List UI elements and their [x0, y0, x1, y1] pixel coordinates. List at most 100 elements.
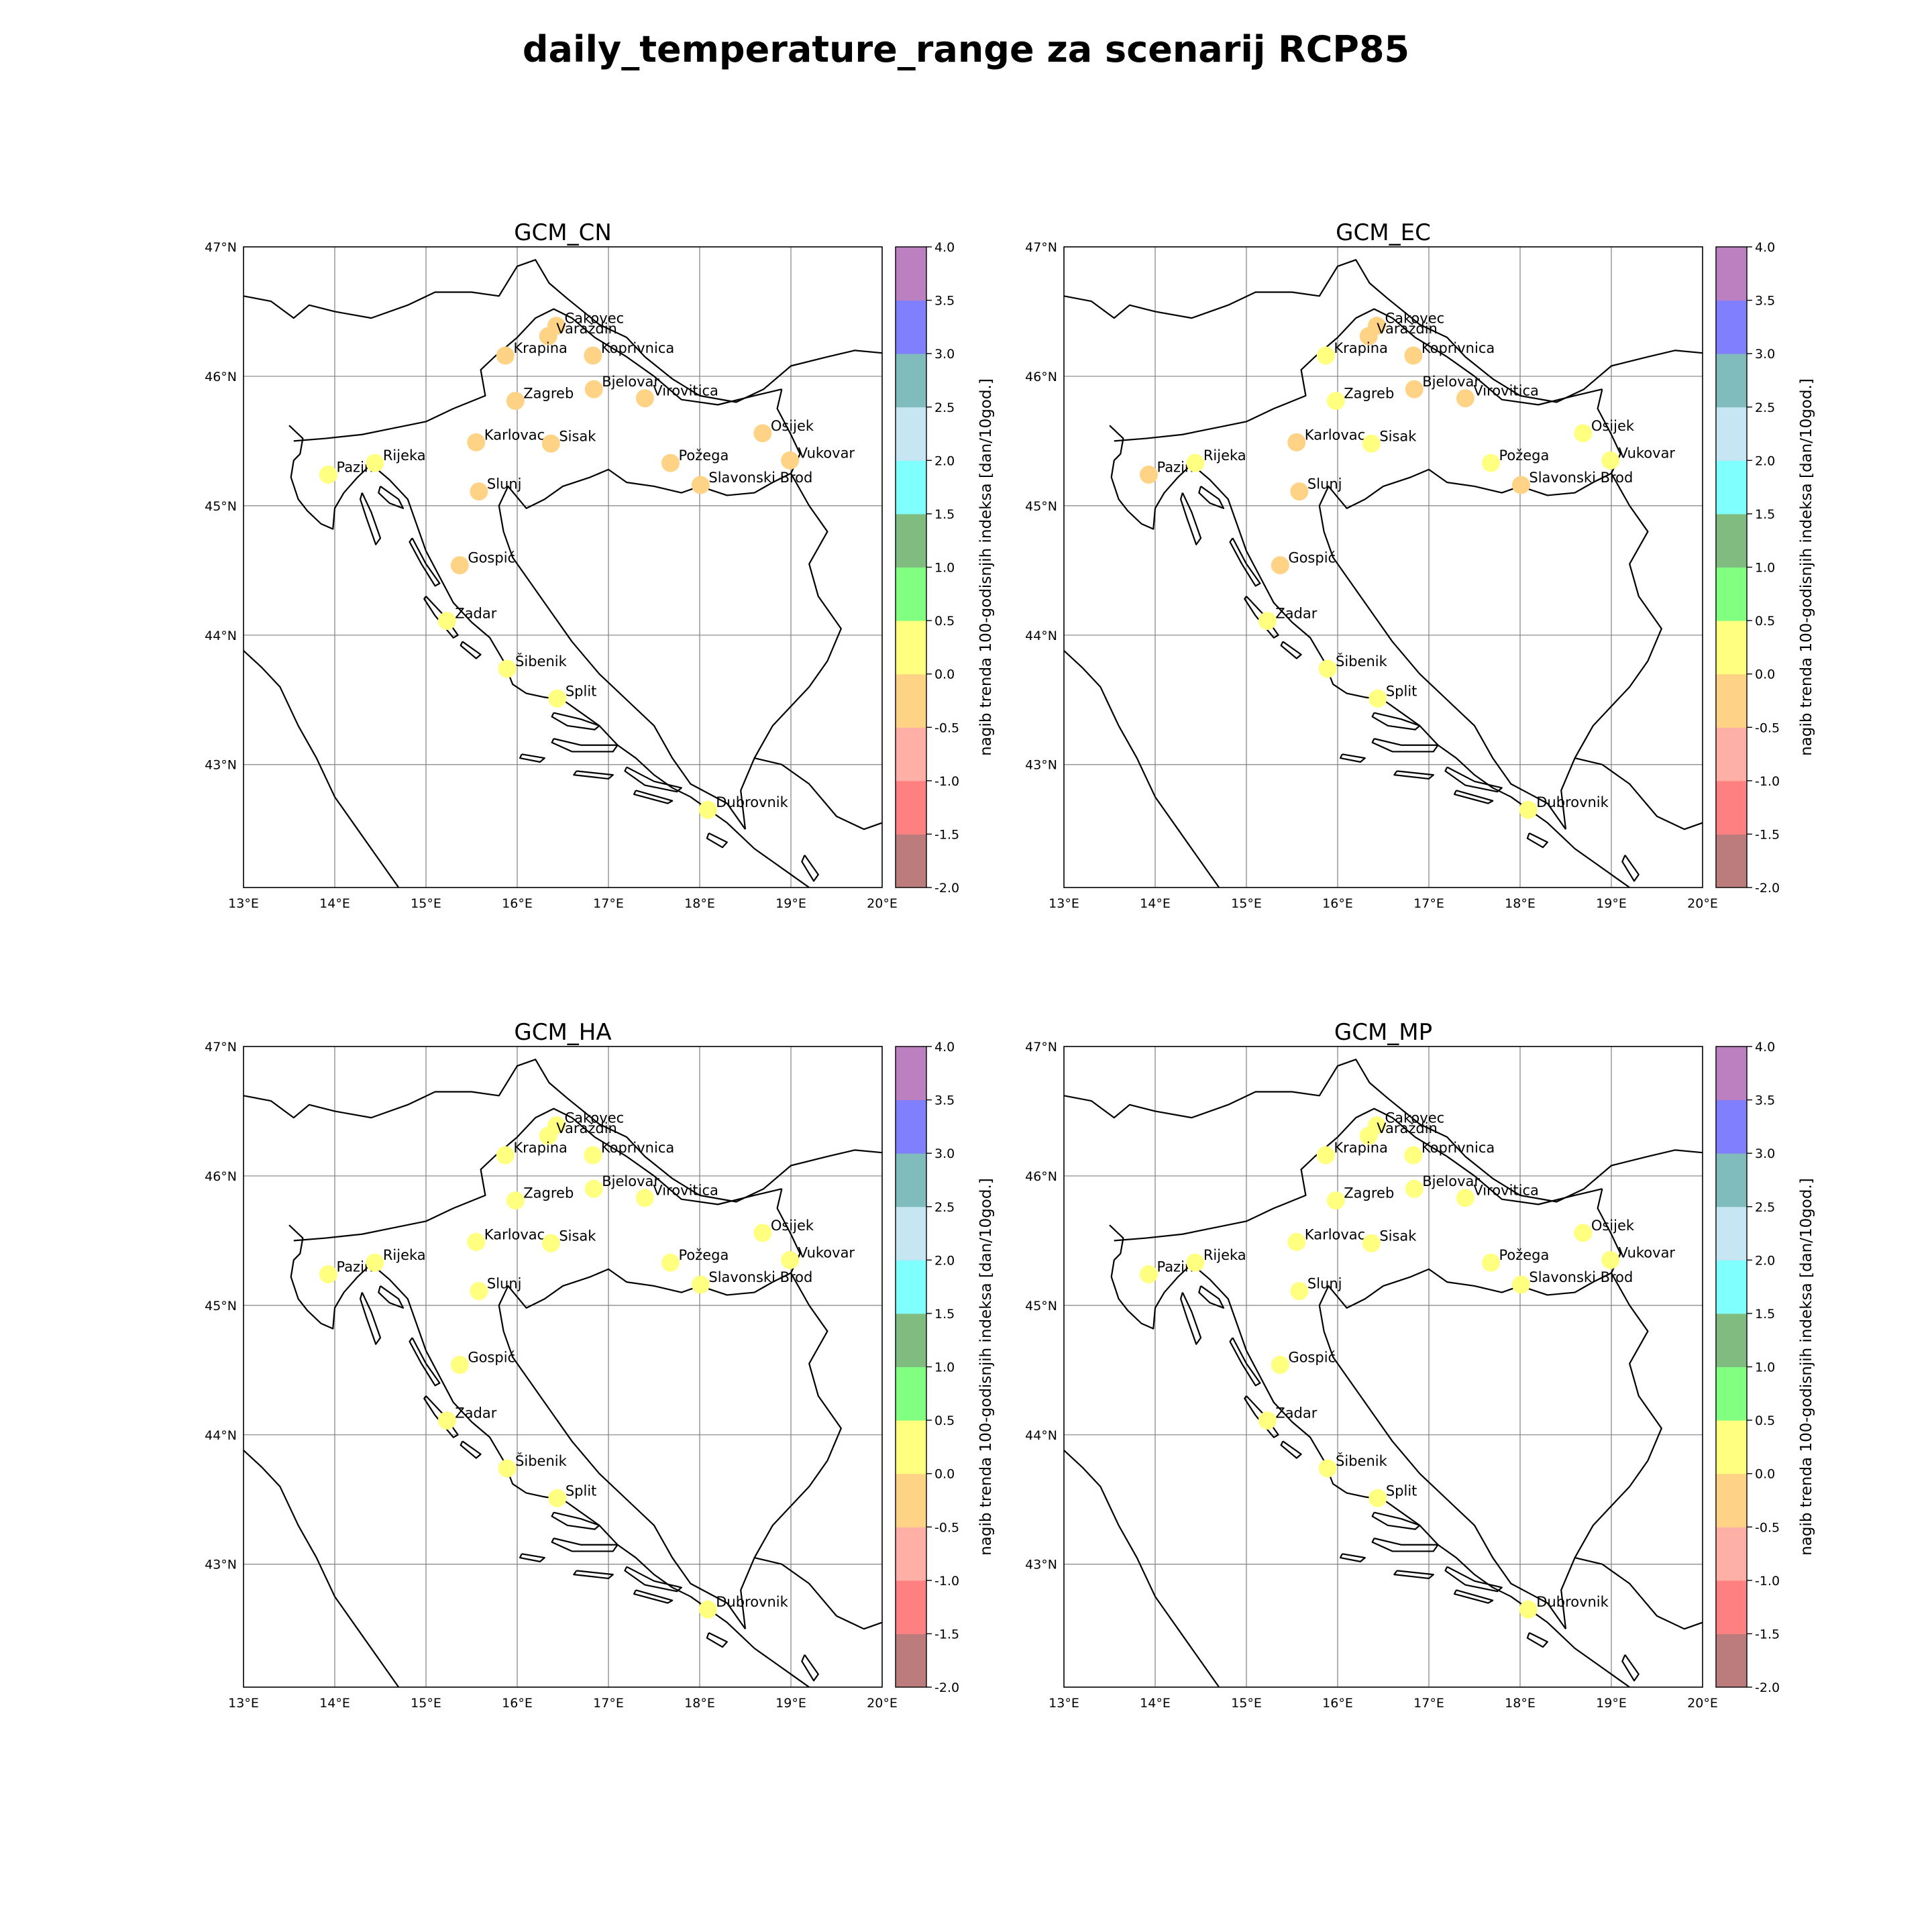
- station-marker: [1139, 1265, 1158, 1284]
- station-label: Krapina: [513, 1140, 568, 1156]
- station-label: Split: [566, 1483, 597, 1499]
- panel-title: GCM_MP: [1334, 1019, 1432, 1046]
- colorbar-segment: [1716, 300, 1747, 354]
- border-croatia-north: [1114, 1108, 1603, 1242]
- coastline: [1109, 1224, 1630, 1687]
- coastline: [288, 425, 810, 888]
- colorbar-segment: [896, 1473, 926, 1527]
- station-label: Dubrovnik: [1536, 1594, 1609, 1610]
- longitude-tick-label: 17°E: [593, 1696, 624, 1711]
- island-outline: [633, 790, 674, 804]
- station-marker: [1456, 389, 1474, 408]
- station-label: Cakovec: [1385, 1110, 1444, 1126]
- colorbar-tick-label: 1.0: [934, 1360, 955, 1375]
- colorbar-segment: [896, 1260, 926, 1314]
- colorbar-tick-label: -0.5: [934, 720, 959, 735]
- station-label: Slunj: [1307, 476, 1342, 492]
- longitude-tick-label: 13°E: [1049, 1696, 1079, 1711]
- station-marker: [467, 433, 486, 451]
- station-marker: [319, 1265, 337, 1284]
- station-label: Zagreb: [1344, 386, 1394, 402]
- island-outline: [359, 492, 382, 545]
- station-label: Sisak: [559, 428, 596, 444]
- colorbar-tick-label: 1.0: [1755, 561, 1775, 576]
- colorbar-tick-label: 1.5: [934, 1307, 955, 1322]
- colorbar-tick-label: 3.5: [934, 294, 955, 309]
- station-marker: [470, 1282, 488, 1301]
- colorbar-tick-label: 1.0: [934, 561, 955, 576]
- station-label: Bjelovar: [602, 374, 659, 390]
- colorbar-tick-label: 4.0: [934, 240, 955, 255]
- lake-outline: [1526, 1631, 1548, 1648]
- colorbar-segment: [1716, 1473, 1747, 1527]
- station-label: Slavonski Brod: [1529, 1269, 1633, 1285]
- station-label: Zadar: [455, 606, 496, 622]
- colorbar-tick-label: -1.0: [934, 1574, 959, 1589]
- colorbar-segment: [1716, 1046, 1747, 1101]
- station-label: Karlovac: [1305, 427, 1365, 443]
- station-marker: [753, 424, 772, 443]
- border-croatia-east: [498, 1188, 801, 1629]
- colorbar-tick-label: 3.0: [1755, 1146, 1775, 1161]
- station-label: Slavonski Brod: [708, 1269, 812, 1285]
- station-marker: [1287, 1232, 1306, 1251]
- panel-title: GCM_CN: [514, 219, 612, 246]
- map-frame: [243, 246, 883, 888]
- colorbar-segment: [896, 834, 926, 888]
- longitude-tick-label: 17°E: [1413, 1696, 1444, 1711]
- colorbar-tick-label: -1.5: [1755, 827, 1780, 842]
- station-marker: [635, 389, 654, 408]
- island-outline: [409, 1337, 441, 1387]
- station-label: Cakovec: [564, 1110, 624, 1126]
- colorbar-segment: [1716, 1206, 1747, 1260]
- station-marker: [698, 800, 717, 819]
- island-outline: [1179, 1292, 1202, 1345]
- station-marker: [539, 1126, 557, 1145]
- station-marker: [1519, 1600, 1538, 1619]
- station-label: Vukovar: [798, 445, 855, 461]
- colorbar-tick-label: -0.5: [1755, 720, 1780, 735]
- station-label: Požega: [1499, 447, 1549, 464]
- station-label: Rijeka: [1203, 447, 1246, 464]
- longitude-tick-label: 15°E: [411, 896, 441, 911]
- colorbar-segment: [1716, 1527, 1747, 1581]
- island-outline: [378, 486, 405, 509]
- colorbar-segment: [896, 354, 926, 408]
- station-marker: [506, 392, 525, 411]
- colorbar-segment: [896, 460, 926, 515]
- colorbar-tick-label: 3.5: [1755, 1093, 1775, 1108]
- station-marker: [584, 1179, 603, 1198]
- border-croatia-north: [293, 308, 782, 442]
- longitude-tick-label: 13°E: [1049, 896, 1079, 911]
- colorbar-segment: [1716, 1633, 1747, 1688]
- colorbar-segment: [896, 727, 926, 782]
- latitude-tick-label: 43°N: [1025, 758, 1057, 773]
- colorbar-segment: [1716, 1420, 1747, 1474]
- border-montenegro: [1574, 1557, 1703, 1630]
- colorbar-segment: [1716, 407, 1747, 461]
- longitude-tick-label: 19°E: [1596, 896, 1627, 911]
- station-marker: [539, 327, 557, 345]
- station-label: Vukovar: [798, 1244, 855, 1260]
- station-label: Osijek: [771, 1218, 814, 1234]
- island-outline: [633, 1589, 674, 1604]
- coastline-italy: [244, 1450, 400, 1687]
- border-north: [1064, 259, 1703, 403]
- station-label: Zagreb: [1344, 1185, 1394, 1201]
- border-montenegro: [754, 757, 882, 830]
- station-label: Požega: [678, 447, 729, 464]
- station-label: Zadar: [1275, 606, 1317, 622]
- colorbar-tick-label: 3.5: [934, 1093, 955, 1108]
- colorbar-tick-label: 2.5: [1755, 400, 1775, 415]
- island-outline: [519, 1553, 545, 1562]
- station-marker: [1326, 1191, 1345, 1210]
- colorbar-tick-label: 0.0: [1755, 667, 1775, 682]
- station-label: Split: [1386, 1483, 1417, 1499]
- colorbar-tick-label: -1.0: [934, 774, 959, 789]
- station-label: Virovitica: [653, 383, 718, 399]
- latitude-tick-label: 46°N: [205, 370, 237, 384]
- station-label: Slavonski Brod: [1529, 470, 1633, 486]
- colorbar-segment: [1716, 1099, 1747, 1154]
- colorbar-tick-label: -1.0: [1755, 774, 1780, 789]
